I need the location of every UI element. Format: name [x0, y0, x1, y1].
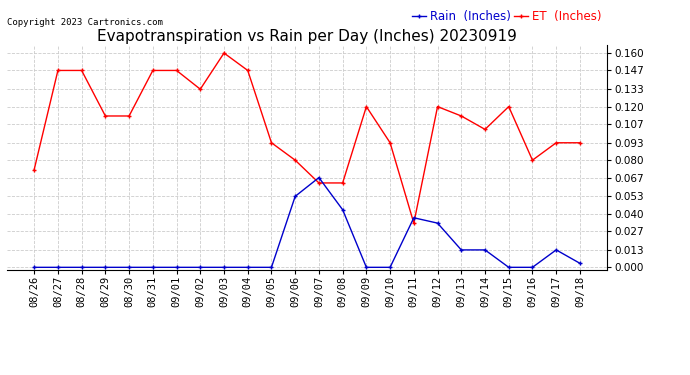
- Rain  (Inches): [315, 176, 323, 180]
- Rain  (Inches): [291, 194, 299, 199]
- ET  (Inches): [291, 158, 299, 162]
- ET  (Inches): [125, 114, 133, 118]
- Legend: Rain  (Inches), ET  (Inches): Rain (Inches), ET (Inches): [412, 10, 601, 23]
- Rain  (Inches): [433, 221, 442, 225]
- Rain  (Inches): [125, 265, 133, 270]
- ET  (Inches): [433, 104, 442, 109]
- ET  (Inches): [410, 221, 418, 225]
- Rain  (Inches): [552, 248, 560, 252]
- ET  (Inches): [30, 167, 39, 172]
- ET  (Inches): [244, 68, 252, 73]
- Rain  (Inches): [148, 265, 157, 270]
- ET  (Inches): [101, 114, 110, 118]
- ET  (Inches): [362, 104, 371, 109]
- ET  (Inches): [220, 51, 228, 55]
- Rain  (Inches): [529, 265, 537, 270]
- Rain  (Inches): [362, 265, 371, 270]
- ET  (Inches): [77, 68, 86, 73]
- ET  (Inches): [575, 141, 584, 145]
- ET  (Inches): [481, 127, 489, 132]
- ET  (Inches): [54, 68, 62, 73]
- ET  (Inches): [196, 87, 204, 92]
- Rain  (Inches): [481, 248, 489, 252]
- Rain  (Inches): [30, 265, 39, 270]
- Rain  (Inches): [457, 248, 466, 252]
- ET  (Inches): [315, 181, 323, 185]
- Rain  (Inches): [77, 265, 86, 270]
- Rain  (Inches): [172, 265, 181, 270]
- ET  (Inches): [457, 114, 466, 118]
- Rain  (Inches): [54, 265, 62, 270]
- ET  (Inches): [386, 141, 394, 145]
- ET  (Inches): [148, 68, 157, 73]
- Rain  (Inches): [339, 207, 347, 212]
- Rain  (Inches): [220, 265, 228, 270]
- ET  (Inches): [552, 141, 560, 145]
- ET  (Inches): [267, 141, 275, 145]
- Rain  (Inches): [410, 216, 418, 220]
- Rain  (Inches): [196, 265, 204, 270]
- Line: ET  (Inches): ET (Inches): [32, 51, 582, 225]
- Rain  (Inches): [504, 265, 513, 270]
- ET  (Inches): [504, 104, 513, 109]
- Rain  (Inches): [267, 265, 275, 270]
- ET  (Inches): [339, 181, 347, 185]
- Rain  (Inches): [386, 265, 394, 270]
- Rain  (Inches): [101, 265, 110, 270]
- Text: Copyright 2023 Cartronics.com: Copyright 2023 Cartronics.com: [7, 18, 163, 27]
- Rain  (Inches): [244, 265, 252, 270]
- Line: Rain  (Inches): Rain (Inches): [32, 175, 582, 270]
- ET  (Inches): [529, 158, 537, 162]
- Title: Evapotranspiration vs Rain per Day (Inches) 20230919: Evapotranspiration vs Rain per Day (Inch…: [97, 29, 517, 44]
- ET  (Inches): [172, 68, 181, 73]
- Rain  (Inches): [575, 261, 584, 266]
